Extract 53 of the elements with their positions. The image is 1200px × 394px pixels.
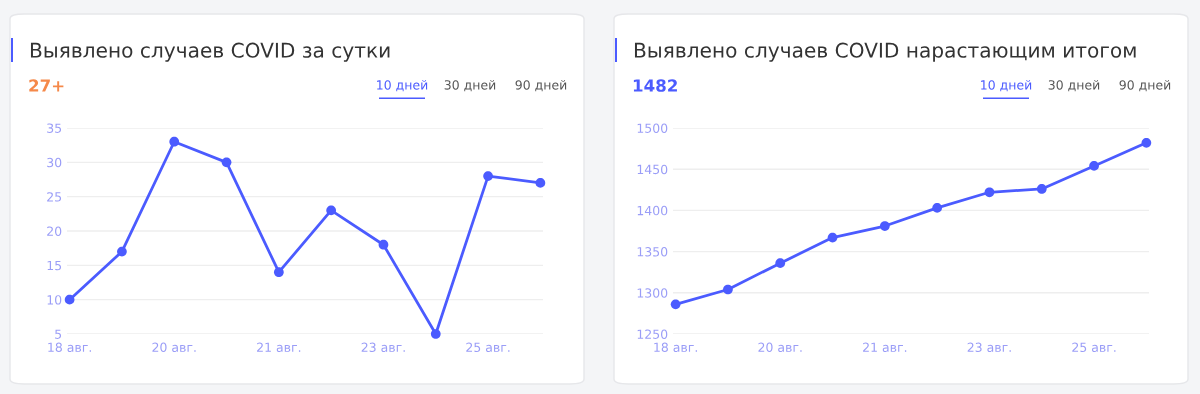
point — [117, 246, 127, 257]
x-tick-label: 25 авг. — [1072, 342, 1116, 353]
point — [932, 203, 943, 213]
y-tick-label: 1250 — [637, 329, 668, 339]
point — [273, 267, 284, 278]
point — [64, 294, 75, 305]
point — [879, 221, 890, 231]
point — [1036, 184, 1047, 194]
point — [775, 258, 786, 268]
y-tick-label: 10 — [47, 295, 62, 305]
text: 10 дней — [377, 80, 428, 92]
text: 30 дней — [444, 80, 496, 92]
y-tick-label: 5 — [55, 329, 62, 339]
point — [1141, 137, 1152, 148]
text: 90 дней — [1119, 80, 1171, 92]
point — [535, 178, 546, 188]
point — [430, 329, 441, 339]
text: 30 дней — [1048, 80, 1100, 92]
point — [670, 299, 681, 310]
x-tick-label: 20 авг. — [152, 342, 196, 353]
x-tick-label: 25 авг. — [466, 342, 510, 353]
point — [984, 187, 995, 198]
y-tick-label: 1400 — [637, 205, 668, 216]
chart-subtitle: 1482 — [633, 79, 677, 92]
y-tick-label: 20 — [47, 226, 62, 236]
x-tick-label: 23 авг. — [361, 342, 405, 353]
y-tick-label: 1300 — [637, 288, 668, 298]
point — [378, 239, 389, 250]
chart-title: Выявлено случаев COVID нарастающим итогом — [634, 42, 1136, 62]
chart-subtitle: 27+ — [29, 79, 64, 92]
y-tick-label: 1450 — [637, 164, 668, 175]
y-tick-label: 25 — [47, 192, 62, 202]
y-tick-label: 30 — [47, 157, 62, 168]
x-tick-label: 21 авг. — [257, 342, 301, 353]
point — [1089, 161, 1099, 171]
point — [483, 171, 493, 181]
x-tick-label: 20 авг. — [758, 342, 802, 353]
chart-title: Выявлено случаев COVID за сутки — [30, 42, 390, 62]
point — [221, 157, 232, 168]
text: 90 дней — [515, 80, 567, 92]
text: 10 дней — [981, 80, 1032, 92]
y-tick-label: 1350 — [637, 247, 668, 257]
point — [827, 232, 838, 243]
x-tick-label: 21 авг. — [863, 342, 907, 353]
point — [169, 136, 180, 147]
x-tick-label: 23 авг. — [967, 342, 1011, 353]
y-tick-label: 35 — [47, 123, 62, 133]
x-tick-label: 18 авг. — [654, 342, 697, 353]
y-tick-label: 15 — [47, 260, 62, 271]
point — [723, 284, 733, 295]
x-tick-label: 18 авг. — [48, 342, 91, 353]
y-tick-label: 1500 — [637, 123, 668, 133]
point — [326, 205, 337, 216]
